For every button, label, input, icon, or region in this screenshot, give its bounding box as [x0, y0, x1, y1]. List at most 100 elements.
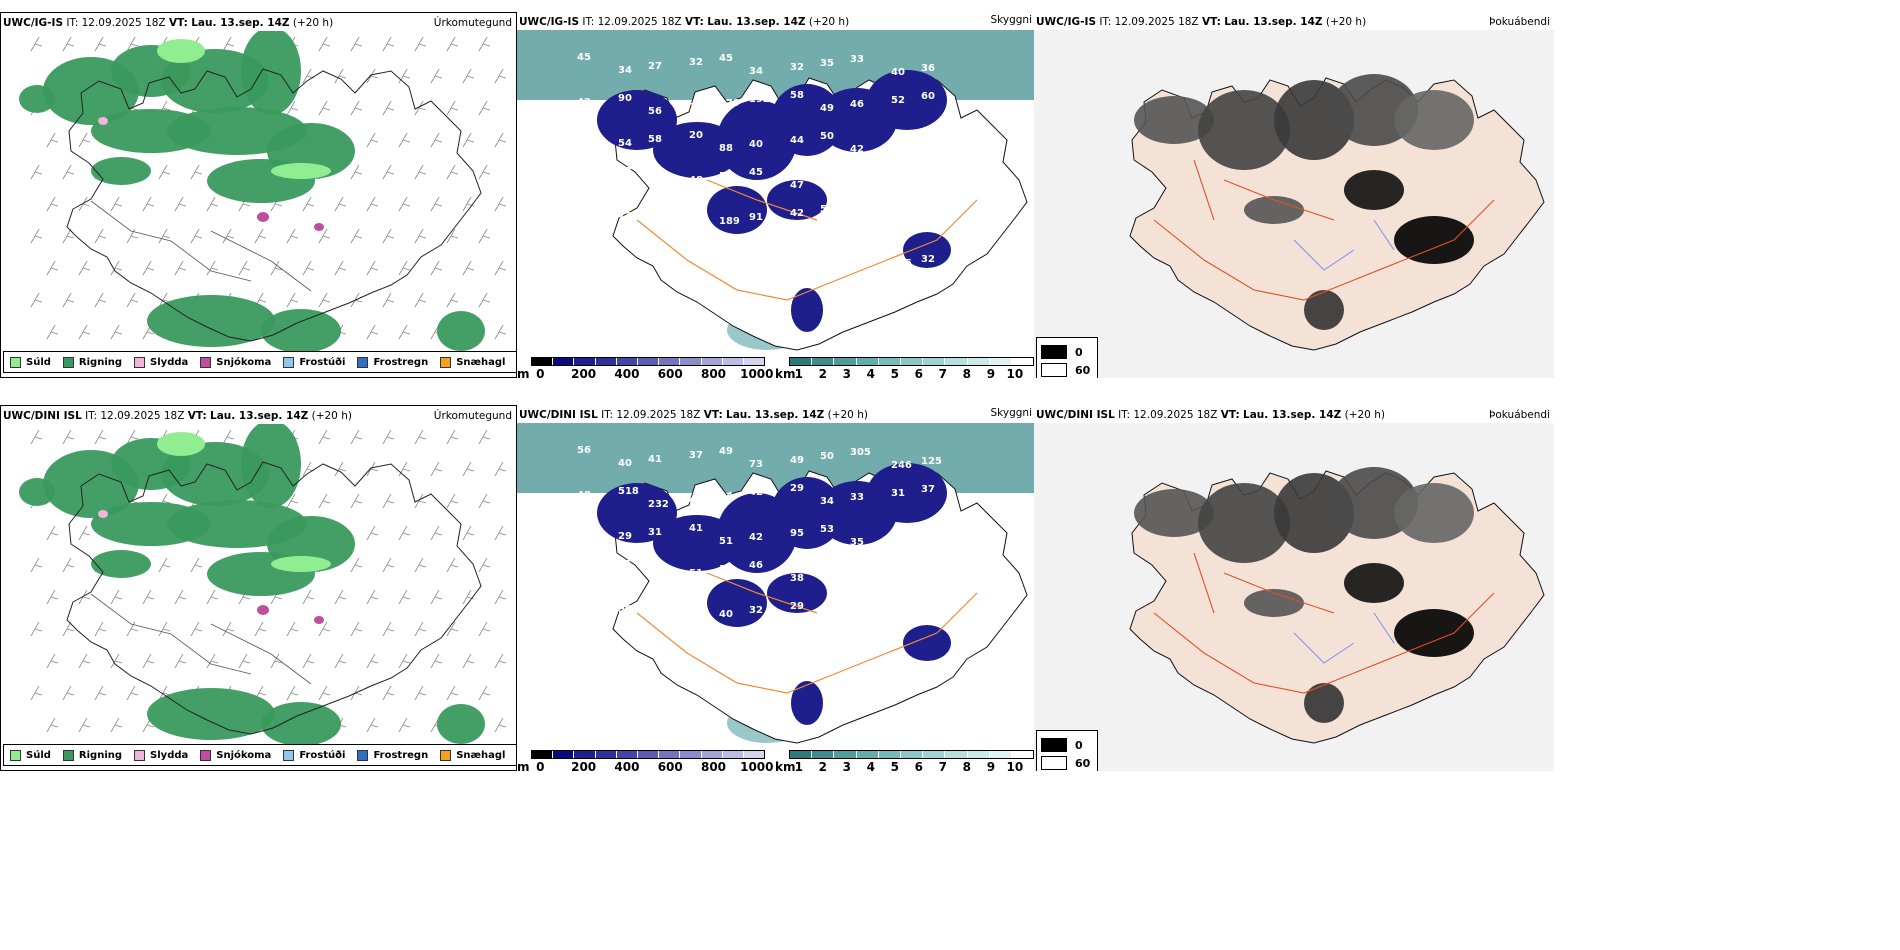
cloud-legend-label: 60: [1075, 756, 1091, 770]
precip-panel-top: UWC/IG-IS IT: 12.09.2025 18Z VT: Lau. 13…: [0, 12, 517, 378]
visibility-label: 38: [790, 573, 804, 584]
legend-item: Súld: [10, 356, 51, 368]
visibility-label: 41: [689, 523, 703, 534]
visibility-label: 45: [749, 167, 763, 178]
height-colorbar: m 0 200 400 600 800 1000: [517, 750, 774, 771]
cloud-map[interactable]: [1034, 30, 1554, 378]
cloud-map[interactable]: [1034, 423, 1554, 771]
legend-label: Slydda: [150, 749, 189, 761]
visibility-label: 42: [790, 208, 804, 219]
colorbar-tick: 7: [938, 367, 948, 378]
visibility-label: 42: [850, 144, 864, 155]
visibility-label: 33: [850, 54, 864, 65]
panel-title: UWC/DINI ISL IT: 12.09.2025 18Z VT: Lau.…: [519, 409, 868, 421]
cloud-legend-row: 60: [1041, 754, 1093, 771]
cloud-legend-swatch: [1041, 738, 1067, 752]
cloud-map-svg: [1034, 30, 1554, 378]
visibility-label: 32: [921, 254, 935, 265]
visibility-map[interactable]: 45 34 27 32 45 34 32 35 33 40 36 42 90 56 198 179 192 58 4…: [517, 30, 1034, 356]
legend-swatch: [357, 356, 369, 368]
panel-type: Úrkomutegund: [433, 17, 512, 29]
visibility-label: 55: [921, 209, 935, 220]
visibility-label: 40: [891, 67, 905, 78]
visibility-label: 41: [577, 170, 591, 181]
visibility-label: 189: [719, 216, 740, 227]
colorbar-tick: 5: [890, 367, 900, 378]
legend-swatch: [134, 749, 146, 761]
colorbar-tick: 400: [614, 367, 640, 378]
colorbar-tick: 6: [914, 367, 924, 378]
legend-item: Snæhagl: [440, 356, 505, 368]
visibility-label: 95: [790, 528, 804, 539]
visibility-label: 38: [689, 248, 703, 259]
legend-item: Rigning: [62, 749, 122, 761]
visibility-label: 46: [850, 99, 864, 110]
visibility-label: 46: [820, 176, 834, 187]
precip-type-legend: Súld Rigning Slydda Snjókoma Frostúði Frostre…: [3, 744, 516, 766]
legend-swatch: [62, 749, 74, 761]
visibility-label: 52: [891, 95, 905, 106]
legend-swatch: [200, 356, 212, 368]
visibility-label: 35: [921, 574, 935, 585]
visibility-label: 37: [648, 179, 662, 190]
visibility-label: 198: [689, 102, 710, 113]
legend-swatch: [200, 749, 212, 761]
panel-title: UWC/DINI ISL IT: 12.09.2025 18Z VT: Lau.…: [1036, 409, 1385, 421]
legend-item: Slydda: [134, 356, 188, 368]
visibility-label: 23: [648, 572, 662, 583]
legend-item: Snjókoma: [200, 356, 271, 368]
legend-swatch: [10, 749, 21, 761]
precip-map[interactable]: [1, 31, 516, 377]
visibility-label: 73: [749, 459, 763, 470]
visibility-label: 45: [719, 53, 733, 64]
panel-title: UWC/IG-IS IT: 12.09.2025 18Z VT: Lau. 13…: [519, 16, 850, 28]
cloud-legend: 0 60: [1036, 730, 1098, 771]
visibility-label: 46: [749, 560, 763, 571]
visibility-panel-top: UWC/IG-IS IT: 12.09.2025 18Z VT: Lau. 13…: [517, 12, 1034, 378]
visibility-label: 10: [891, 533, 905, 544]
colorbar-tick: 3: [842, 760, 851, 771]
panel-type: Skyggni: [990, 407, 1033, 419]
colorbar-tick: 200: [571, 760, 597, 771]
visibility-label: 34: [820, 496, 834, 507]
visibility-label: 40: [618, 458, 632, 469]
visibility-label: 44: [790, 135, 804, 146]
visibility-label: 55: [921, 136, 935, 147]
visibility-label: 305: [850, 447, 871, 458]
visibility-label: 41: [790, 253, 804, 264]
visibility-label: 33: [689, 613, 703, 624]
visibility-label: 51: [689, 220, 703, 231]
colorbar-tick: 8: [962, 367, 972, 378]
colorbar-unit: m: [517, 367, 530, 378]
cloud-legend: 0 60: [1036, 337, 1098, 378]
precip-map-svg: [1, 424, 516, 770]
panel-type: Þokuábendi: [1489, 409, 1550, 421]
visibility-label: 29: [618, 531, 632, 542]
visibility-label: 49: [790, 455, 804, 466]
visibility-label: 51: [719, 536, 733, 547]
visibility-label: 48: [689, 495, 703, 506]
visibility-label: 53: [820, 524, 834, 535]
colorbar-tick: 600: [657, 367, 683, 378]
cloud-panel-bottom: UWC/DINI ISL IT: 12.09.2025 18Z VT: Lau.…: [1034, 405, 1554, 771]
visibility-map[interactable]: 56 40 41 37 49 73 49 50 305 246 125 48 518 232 48 84 42 2…: [517, 423, 1034, 749]
cloud-legend-swatch: [1041, 756, 1067, 770]
visibility-label: 88: [719, 143, 733, 154]
visibility-label: 232: [648, 499, 669, 510]
colorbar-unit: km: [775, 760, 796, 771]
visibility-label: 64: [921, 181, 935, 192]
visibility-label: 29: [790, 483, 804, 494]
legend-swatch: [440, 749, 452, 761]
panel-type: Skyggni: [990, 14, 1033, 26]
visibility-label: 60: [921, 91, 935, 102]
visibility-label: 71: [618, 211, 632, 222]
visibility-label: 215: [891, 258, 912, 269]
visibility-label: 84: [719, 491, 733, 502]
precip-map[interactable]: [1, 424, 516, 770]
colorbar-tick: 0: [536, 760, 545, 771]
visibility-label: 52: [577, 142, 591, 153]
visibility-label: 192: [749, 94, 770, 105]
visibility-label: 38: [719, 564, 733, 575]
visibility-label: 31: [648, 527, 662, 538]
colorbar-tick: 1000: [740, 367, 774, 378]
